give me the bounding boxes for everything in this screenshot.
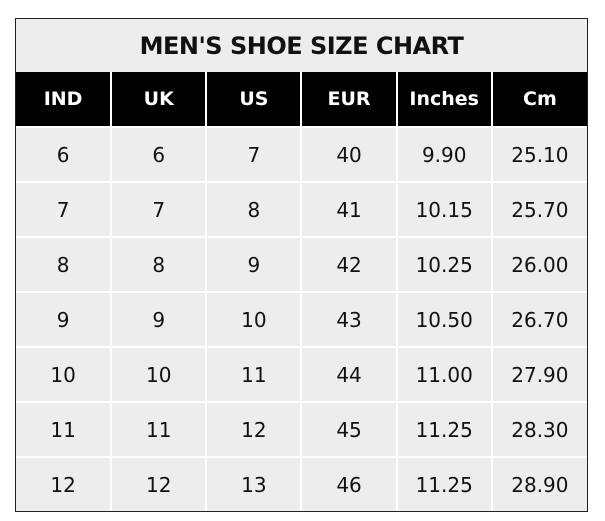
table-cell: 8 xyxy=(110,236,207,292)
table-cell: 7 xyxy=(205,126,302,182)
table-cell: 9.90 xyxy=(395,126,492,182)
table-cell: 43 xyxy=(300,291,397,347)
column-header: Inches xyxy=(395,72,492,127)
column-header: EUR xyxy=(300,72,397,127)
table-cell: 28.90 xyxy=(490,456,587,511)
table-cell: 42 xyxy=(300,236,397,292)
table-cell: 10 xyxy=(16,346,112,402)
table-cell: 25.70 xyxy=(490,181,587,237)
size-chart: MEN'S SHOE SIZE CHART IND UK US EUR Inches Cm… xyxy=(15,18,588,512)
table-cell: 28.30 xyxy=(490,401,587,457)
table-cell: 13 xyxy=(205,456,302,511)
table-row: 11 11 12 45 11.25 28.30 xyxy=(16,401,587,457)
table-row: 8 8 9 42 10.25 26.00 xyxy=(16,236,587,292)
table-cell: 9 xyxy=(110,291,207,347)
table-cell: 10.50 xyxy=(395,291,492,347)
table-cell: 9 xyxy=(16,291,112,347)
column-header: IND xyxy=(16,72,112,127)
table-cell: 7 xyxy=(16,181,112,237)
table-row: 12 12 13 46 11.25 28.90 xyxy=(16,456,587,511)
table-row: 10 10 11 44 11.00 27.90 xyxy=(16,346,587,402)
table-cell: 27.90 xyxy=(490,346,587,402)
table-cell: 11.25 xyxy=(395,456,492,511)
table-cell: 46 xyxy=(300,456,397,511)
table-cell: 6 xyxy=(16,126,112,182)
table-cell: 25.10 xyxy=(490,126,587,182)
table-cell: 10.15 xyxy=(395,181,492,237)
table-cell: 26.70 xyxy=(490,291,587,347)
table-cell: 12 xyxy=(16,456,112,511)
table-cell: 11 xyxy=(110,401,207,457)
table-cell: 8 xyxy=(16,236,112,292)
table-row: 6 6 7 40 9.90 25.10 xyxy=(16,126,587,182)
column-header: Cm xyxy=(490,72,587,127)
table-cell: 12 xyxy=(110,456,207,511)
table-cell: 11 xyxy=(205,346,302,402)
table-cell: 8 xyxy=(205,181,302,237)
chart-title: MEN'S SHOE SIZE CHART xyxy=(139,31,464,60)
column-header: UK xyxy=(110,72,207,127)
table-cell: 9 xyxy=(205,236,302,292)
table-cell: 11.00 xyxy=(395,346,492,402)
table-cell: 12 xyxy=(205,401,302,457)
table-cell: 40 xyxy=(300,126,397,182)
table-cell: 11 xyxy=(16,401,112,457)
size-table: IND UK US EUR Inches Cm 6 6 7 40 9.90 25.10 7 7 8 41 10… xyxy=(16,72,587,511)
table-cell: 11.25 xyxy=(395,401,492,457)
table-cell: 41 xyxy=(300,181,397,237)
table-cell: 44 xyxy=(300,346,397,402)
table-cell: 26.00 xyxy=(490,236,587,292)
table-cell: 10 xyxy=(205,291,302,347)
table-cell: 45 xyxy=(300,401,397,457)
table-cell: 10 xyxy=(110,346,207,402)
table-cell: 6 xyxy=(110,126,207,182)
table-cell: 7 xyxy=(110,181,207,237)
table-cell: 10.25 xyxy=(395,236,492,292)
table-row: 9 9 10 43 10.50 26.70 xyxy=(16,291,587,347)
table-row: 7 7 8 41 10.15 25.70 xyxy=(16,181,587,237)
header-row: IND UK US EUR Inches Cm xyxy=(16,72,587,127)
column-header: US xyxy=(205,72,302,127)
